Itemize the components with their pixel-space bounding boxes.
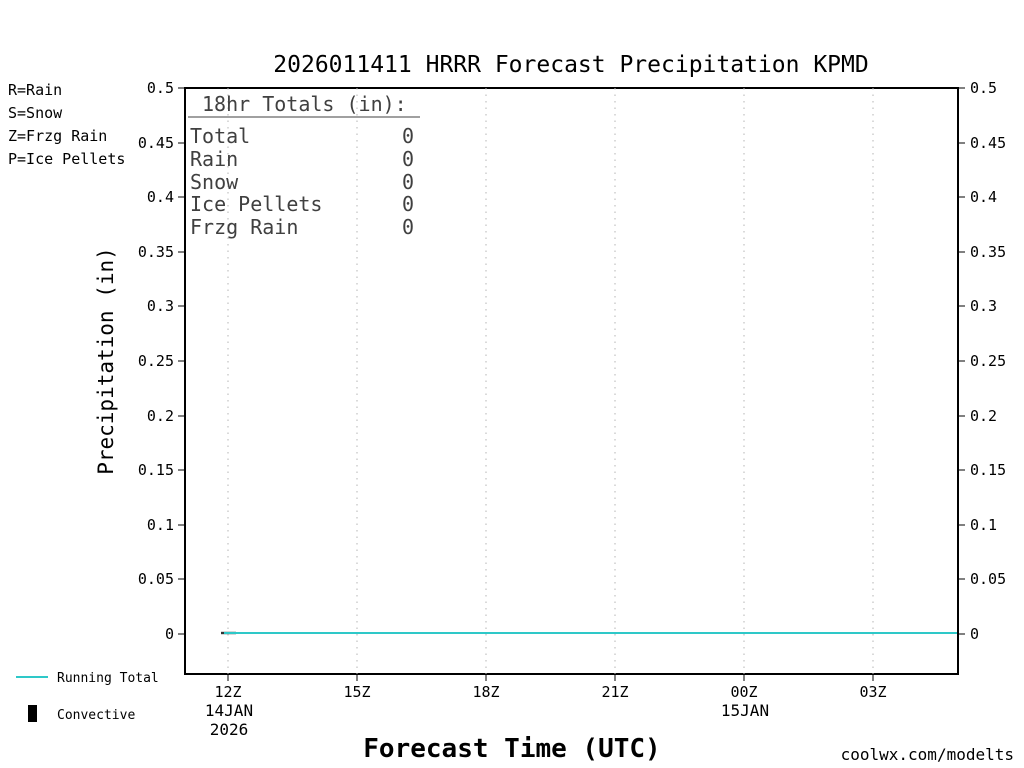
- legend-item-rain: R=Rain: [8, 81, 62, 99]
- totals-box: 18hr Totals (in): Total 0 Rain 0 Snow 0 …: [188, 92, 420, 239]
- totals-row-value: 0: [402, 192, 414, 216]
- y-tick-label: 0: [970, 625, 979, 643]
- y-tick-label: 0.4: [970, 188, 997, 206]
- axis-ticks: [178, 87, 965, 681]
- running-total-legend-label: Running Total: [57, 671, 159, 686]
- y-tick-label: 0.3: [147, 297, 174, 315]
- totals-row-label: Rain: [190, 147, 238, 171]
- x-tick-label: 12Z: [214, 683, 241, 701]
- x-tick-label: 03Z: [859, 683, 886, 701]
- y-tick-label: 0.05: [970, 570, 1006, 588]
- legend-item-ice-pellets: P=Ice Pellets: [8, 150, 125, 168]
- y-tick-label: 0.45: [138, 134, 174, 152]
- series-legend: Running Total Convective: [16, 671, 159, 723]
- convective-legend-label: Convective: [57, 708, 135, 723]
- x-axis-labels: 12Z 15Z 18Z 21Z 00Z 03Z 14JAN 2026 15JAN: [205, 683, 887, 739]
- y-tick-label: 0.05: [138, 570, 174, 588]
- totals-row-label: Ice Pellets: [190, 192, 322, 216]
- watermark: coolwx.com/modelts: [841, 745, 1014, 764]
- totals-row-value: 0: [402, 147, 414, 171]
- convective-legend-swatch: [28, 705, 37, 722]
- y-axis-title: Precipitation (in): [94, 247, 118, 475]
- y-tick-label: 0.2: [147, 407, 174, 425]
- y-tick-label: 0.35: [138, 243, 174, 261]
- totals-header: 18hr Totals (in):: [202, 92, 407, 116]
- totals-row-value: 0: [402, 215, 414, 239]
- chart-title: 2026011411 HRRR Forecast Precipitation K…: [273, 52, 868, 78]
- y-tick-label: 0.2: [970, 407, 997, 425]
- x-date-label: 14JAN: [205, 701, 253, 720]
- precip-type-legend: R=Rain S=Snow Z=Frzg Rain P=Ice Pellets: [8, 81, 125, 168]
- y-tick-label: 0.1: [970, 516, 997, 534]
- y-tick-label: 0.45: [970, 134, 1006, 152]
- legend-item-frzg-rain: Z=Frzg Rain: [8, 127, 107, 145]
- y-tick-label: 0: [165, 625, 174, 643]
- y-tick-label: 0.25: [138, 352, 174, 370]
- y-tick-label: 0.35: [970, 243, 1006, 261]
- y-axis-left-labels: 0.5 0.45 0.4 0.35 0.3 0.25 0.2 0.15 0.1 …: [138, 79, 174, 643]
- plot-border: [184, 87, 959, 675]
- x-tick-label: 18Z: [472, 683, 499, 701]
- y-tick-label: 0.25: [970, 352, 1006, 370]
- x-date-label: 15JAN: [721, 701, 769, 720]
- x-tick-label: 21Z: [601, 683, 628, 701]
- x-axis-title: Forecast Time (UTC): [363, 734, 660, 764]
- y-tick-label: 0.5: [970, 79, 997, 97]
- y-tick-label: 0.3: [970, 297, 997, 315]
- y-axis-right-labels: 0.5 0.45 0.4 0.35 0.3 0.25 0.2 0.15 0.1 …: [970, 79, 1006, 643]
- y-tick-label: 0.15: [138, 461, 174, 479]
- legend-item-snow: S=Snow: [8, 104, 63, 122]
- totals-row-value: 0: [402, 124, 414, 148]
- x-tick-label: 00Z: [730, 683, 757, 701]
- y-tick-label: 0.4: [147, 188, 174, 206]
- y-tick-label: 0.15: [970, 461, 1006, 479]
- x-year-label: 2026: [210, 720, 249, 739]
- totals-row-label: Frzg Rain: [190, 215, 298, 239]
- totals-row-label: Snow: [190, 170, 239, 194]
- y-tick-label: 0.1: [147, 516, 174, 534]
- totals-row-value: 0: [402, 170, 414, 194]
- gridlines: [227, 88, 874, 674]
- y-tick-label: 0.5: [147, 79, 174, 97]
- totals-row-label: Total: [190, 124, 250, 148]
- x-tick-label: 15Z: [343, 683, 370, 701]
